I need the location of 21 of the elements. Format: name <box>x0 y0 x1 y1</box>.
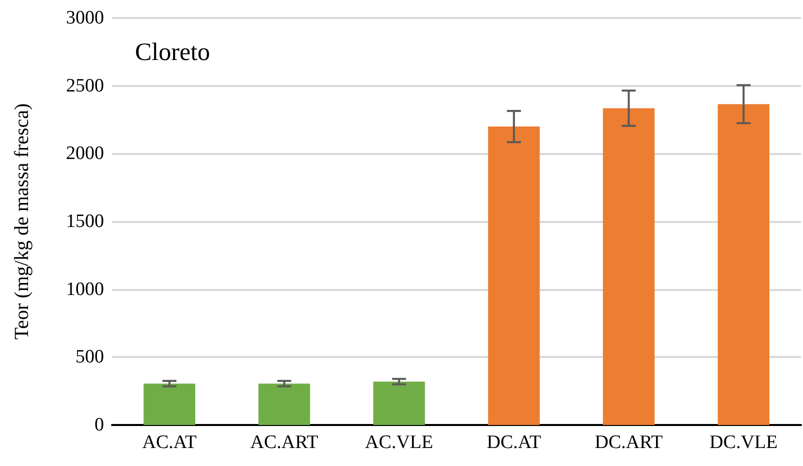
y-tick-label: 500 <box>76 346 104 368</box>
bar <box>718 104 770 425</box>
x-tick-label: AC.VLE <box>365 432 434 453</box>
x-tick-label: DC.AT <box>486 432 542 453</box>
x-tick-label: AC.AT <box>142 432 197 453</box>
y-tick-label: 2500 <box>66 75 104 96</box>
y-axis-title: Teor (mg/kg de massa fresca) <box>11 103 33 340</box>
bar <box>373 382 425 425</box>
x-tick-label: DC.VLE <box>710 432 778 453</box>
y-tick-label: 1500 <box>66 211 104 232</box>
y-tick-label: 1000 <box>66 278 104 300</box>
bar <box>144 384 196 425</box>
y-tick-label: 0 <box>94 414 104 436</box>
x-tick-label: AC.ART <box>250 432 319 453</box>
y-tick-label: 2000 <box>66 143 104 164</box>
bar <box>488 126 540 425</box>
text: Cloreto <box>135 39 210 66</box>
y-tick-label: 3000 <box>66 8 104 28</box>
x-tick-label: DC.ART <box>594 432 664 453</box>
bar <box>258 384 310 425</box>
bar <box>602 108 655 425</box>
